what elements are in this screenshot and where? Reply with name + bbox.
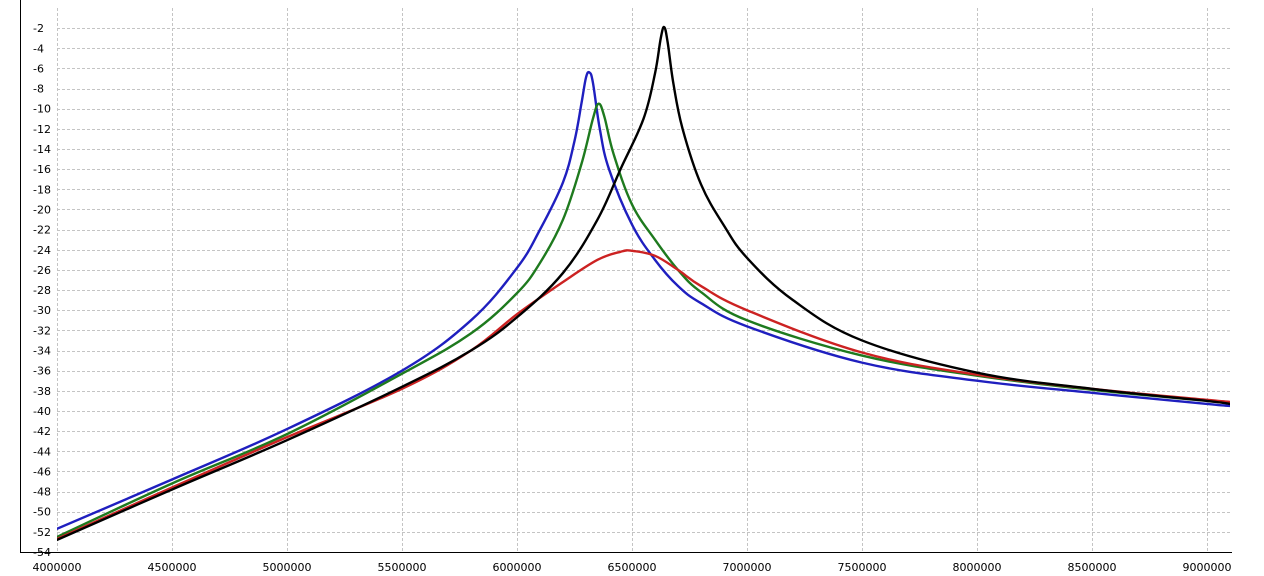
- x-tick-label: 4500000: [148, 561, 197, 574]
- y-tick-label: -10: [33, 103, 51, 116]
- x-tick-label: 6000000: [493, 561, 542, 574]
- y-tick-label: -48: [33, 486, 51, 499]
- y-tick-label: -36: [33, 365, 51, 378]
- y-tick-label: -8: [33, 83, 44, 96]
- y-tick-label: -16: [33, 163, 51, 176]
- series-line-0: [57, 70, 1230, 531]
- y-tick-label: -26: [33, 264, 51, 277]
- grid-lines: [57, 8, 1230, 553]
- y-tick-label: -38: [33, 385, 51, 398]
- y-tick-label: -20: [33, 203, 51, 216]
- x-tick-label: 7500000: [838, 561, 887, 574]
- x-tick-label: 5500000: [378, 561, 427, 574]
- y-tick-label: -52: [33, 526, 51, 539]
- x-tick-label: 9000000: [1183, 561, 1232, 574]
- x-tick-label: 7000000: [723, 561, 772, 574]
- y-tick-label: -34: [33, 345, 51, 358]
- data-series: [57, 25, 1230, 542]
- y-tick-label: -28: [33, 284, 51, 297]
- y-tick-label: -40: [33, 405, 51, 418]
- y-tick-label: -18: [33, 183, 51, 196]
- x-tick-label: 8500000: [1068, 561, 1117, 574]
- y-tick-label: -42: [33, 425, 51, 438]
- y-tick-label: -14: [33, 143, 51, 156]
- y-tick-label: -2: [33, 22, 44, 35]
- y-tick-labels: -2 -4 -6 -8 -10 -12 -14 -16 -18 -20 -22 -24 -26 -28 -3…: [33, 22, 51, 559]
- series-line-2: [57, 249, 1230, 541]
- x-tick-label: 8000000: [953, 561, 1002, 574]
- y-tick-label: -46: [33, 465, 51, 478]
- series-line-1: [57, 102, 1230, 539]
- x-tick-label: 4000000: [33, 561, 82, 574]
- y-tick-label: -32: [33, 324, 51, 337]
- axes: [20, 0, 1232, 553]
- y-tick-label: -44: [33, 445, 51, 458]
- y-tick-label: -6: [33, 62, 44, 75]
- x-tick-labels: 4000000 4500000 5000000 5500000 6000000 65000…: [33, 561, 1232, 574]
- y-tick-label: -22: [33, 224, 51, 237]
- series-line-3: [57, 25, 1230, 542]
- y-tick-label: -12: [33, 123, 51, 136]
- y-tick-label: -4: [33, 42, 44, 55]
- y-tick-label: -50: [33, 506, 51, 519]
- x-tick-label: 6500000: [608, 561, 657, 574]
- x-tick-label: 5000000: [263, 561, 312, 574]
- y-tick-label: -54: [33, 546, 51, 559]
- y-tick-label: -24: [33, 244, 51, 257]
- y-tick-label: -30: [33, 304, 51, 317]
